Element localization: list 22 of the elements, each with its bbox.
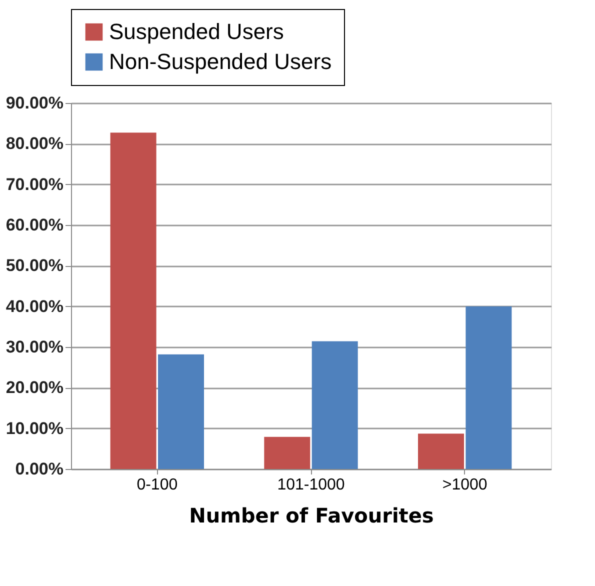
y-tick-label: 50.00% bbox=[6, 256, 64, 276]
y-tick-label: 0.00% bbox=[15, 460, 64, 478]
bar bbox=[110, 132, 156, 469]
y-tick-label: 80.00% bbox=[6, 134, 64, 154]
x-tick-label: 0-100 bbox=[136, 476, 178, 494]
bar bbox=[418, 434, 464, 469]
y-tick-label: 40.00% bbox=[6, 296, 64, 316]
legend-label: Non-Suspended Users bbox=[109, 49, 332, 74]
bar bbox=[158, 354, 204, 469]
x-tick-label: >1000 bbox=[442, 476, 488, 494]
bar bbox=[466, 306, 512, 469]
y-tick-label: 60.00% bbox=[6, 216, 64, 234]
y-tick-label: 10.00% bbox=[6, 418, 64, 438]
y-tick-label: 20.00% bbox=[6, 378, 64, 398]
bar bbox=[312, 341, 358, 469]
legend-label: Suspended Users bbox=[109, 19, 284, 44]
x-tick-label: 101-1000 bbox=[277, 476, 345, 494]
y-tick-label: 90.00% bbox=[6, 94, 64, 112]
bar bbox=[264, 436, 310, 469]
x-axis-title: Number of Favourites bbox=[189, 504, 434, 528]
y-tick-label: 70.00% bbox=[6, 174, 64, 194]
y-tick-label: 30.00% bbox=[6, 338, 64, 356]
